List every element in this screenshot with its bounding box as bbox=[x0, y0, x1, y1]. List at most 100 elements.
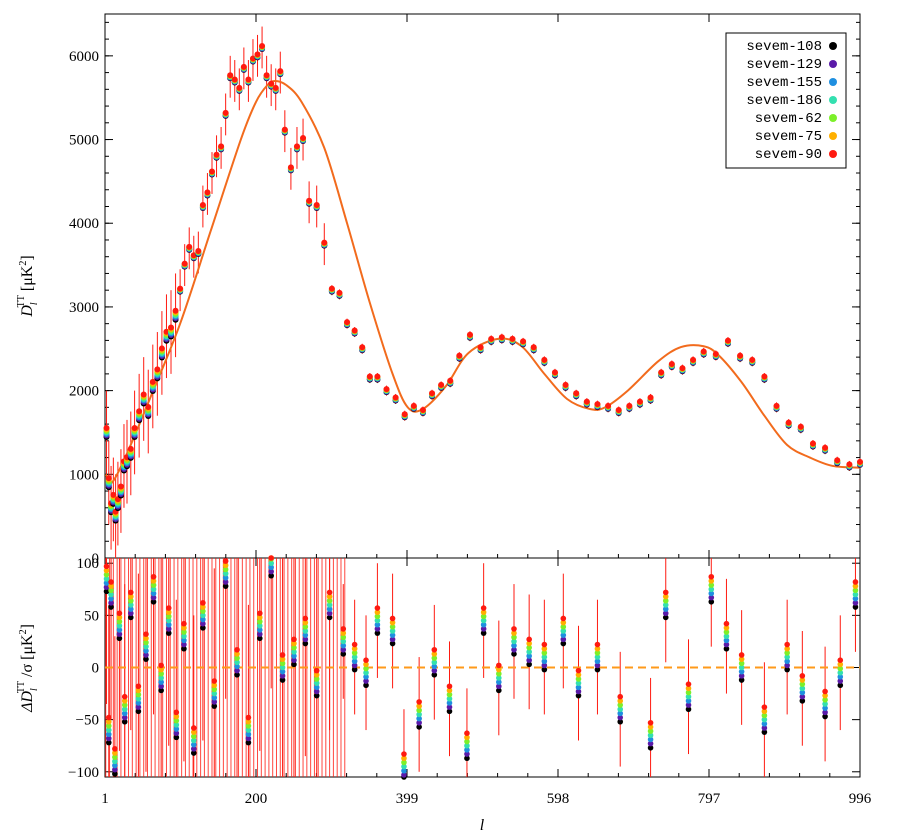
residual-point bbox=[784, 654, 790, 660]
residual-point bbox=[291, 649, 297, 655]
residual-point bbox=[279, 660, 286, 667]
data-point bbox=[236, 84, 243, 91]
residual-point bbox=[480, 613, 487, 620]
data-point bbox=[594, 401, 601, 408]
residual-point bbox=[480, 617, 487, 624]
data-point bbox=[834, 457, 841, 464]
residual-point bbox=[245, 714, 252, 721]
legend-marker bbox=[829, 42, 837, 50]
residual-point bbox=[135, 683, 142, 690]
data-point bbox=[679, 365, 686, 372]
data-point bbox=[195, 248, 202, 255]
data-point bbox=[366, 373, 373, 380]
data-point bbox=[227, 72, 234, 79]
residual-point bbox=[446, 691, 453, 698]
residual-point bbox=[351, 645, 358, 652]
residual-point bbox=[594, 641, 601, 648]
data-point bbox=[213, 151, 220, 158]
residual-point bbox=[116, 618, 123, 625]
residual-point bbox=[143, 639, 149, 646]
residual-point bbox=[158, 675, 164, 681]
residual-point bbox=[112, 750, 118, 756]
legend-label: sevem-155 bbox=[746, 75, 822, 91]
residual-point bbox=[211, 682, 218, 689]
data-point bbox=[131, 424, 138, 431]
residual-point bbox=[708, 586, 715, 593]
residual-point bbox=[464, 738, 470, 745]
data-point bbox=[181, 260, 188, 267]
data-point bbox=[712, 350, 719, 357]
residual-point bbox=[738, 677, 745, 683]
residual-point bbox=[108, 600, 114, 606]
data-point bbox=[509, 335, 516, 342]
data-point bbox=[272, 84, 279, 91]
residual-point bbox=[313, 676, 320, 682]
residual-point bbox=[105, 739, 112, 746]
residual-point bbox=[541, 666, 548, 673]
residual-point bbox=[158, 666, 164, 673]
residual-point bbox=[302, 640, 309, 647]
residual-point bbox=[173, 722, 180, 728]
residual-point bbox=[127, 602, 134, 608]
residual-point bbox=[234, 672, 240, 678]
residual-point bbox=[173, 734, 180, 741]
residual-point bbox=[617, 714, 624, 721]
residual-point bbox=[340, 634, 347, 641]
residual-point bbox=[340, 630, 347, 636]
residual-point bbox=[234, 655, 240, 661]
residual-point bbox=[256, 614, 263, 621]
residual-point bbox=[256, 635, 263, 642]
data-point bbox=[466, 331, 473, 338]
residual-point bbox=[363, 665, 369, 672]
residual-point bbox=[127, 597, 134, 604]
residual-point bbox=[313, 688, 320, 695]
residual-point bbox=[738, 673, 745, 679]
residual-point bbox=[738, 668, 745, 675]
residual-point bbox=[291, 653, 297, 659]
residual-point bbox=[351, 666, 358, 673]
residual-point bbox=[143, 652, 149, 658]
residual-point bbox=[541, 645, 548, 652]
residual-point bbox=[852, 604, 859, 610]
residual-point bbox=[108, 595, 114, 602]
residual-point bbox=[617, 718, 624, 725]
residual-point bbox=[431, 659, 438, 666]
data-point bbox=[127, 445, 134, 452]
residual-point bbox=[234, 646, 240, 653]
residual-point bbox=[761, 721, 768, 727]
residual-point bbox=[822, 713, 828, 720]
residual-point bbox=[822, 709, 828, 716]
data-point bbox=[359, 344, 366, 351]
legend-marker bbox=[829, 96, 837, 104]
data-point bbox=[218, 143, 225, 150]
residual-point bbox=[256, 631, 263, 637]
residual-point bbox=[158, 670, 164, 677]
residual-point bbox=[190, 737, 197, 744]
data-point bbox=[277, 68, 284, 75]
residual-point bbox=[222, 558, 229, 564]
residual-point bbox=[363, 669, 369, 676]
residual-point bbox=[575, 676, 582, 682]
residual-point bbox=[560, 615, 567, 622]
residual-point bbox=[112, 762, 118, 769]
residual-point bbox=[401, 772, 407, 778]
residual-point bbox=[401, 763, 407, 770]
residual-point bbox=[446, 683, 453, 690]
top-data-points bbox=[103, 42, 863, 524]
residual-point bbox=[105, 714, 112, 721]
data-point bbox=[438, 381, 445, 388]
residual-point bbox=[685, 685, 692, 692]
residual-point bbox=[837, 678, 844, 684]
residual-point bbox=[158, 679, 164, 685]
residual-point bbox=[647, 736, 654, 743]
residual-point bbox=[116, 610, 123, 617]
residual-point bbox=[313, 672, 320, 678]
residual-point bbox=[822, 701, 828, 707]
residual-point bbox=[837, 657, 844, 663]
data-point bbox=[520, 338, 527, 345]
residual-point bbox=[211, 690, 218, 697]
residual-point bbox=[234, 651, 240, 657]
residual-point bbox=[575, 667, 582, 674]
data-point bbox=[263, 72, 270, 79]
residual-point bbox=[496, 670, 502, 677]
